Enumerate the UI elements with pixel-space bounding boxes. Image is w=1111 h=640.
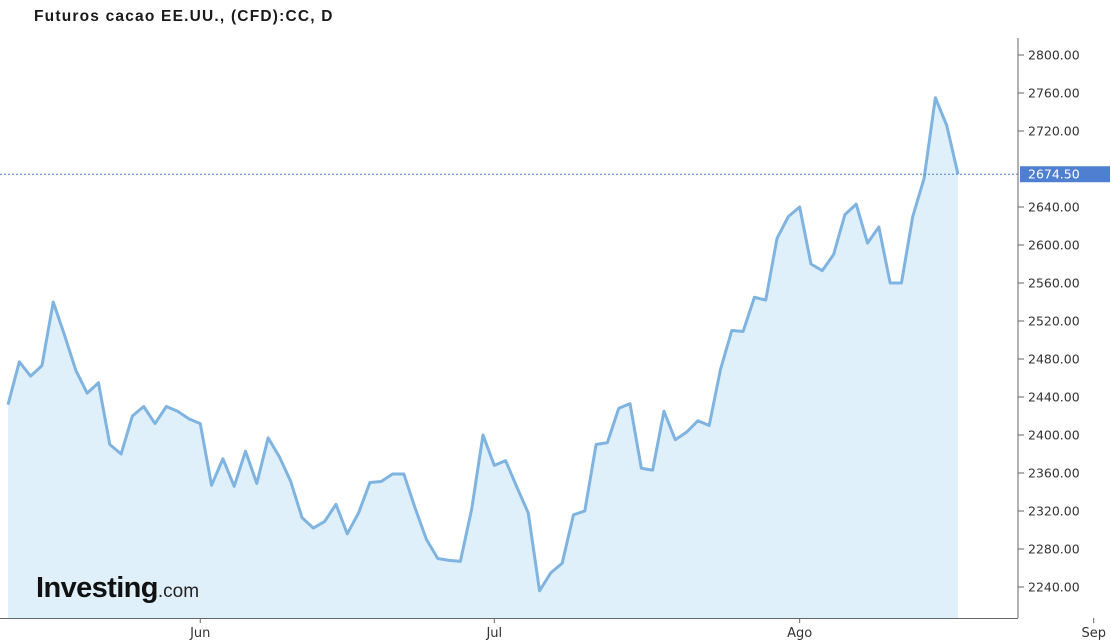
y-tick-label: 2600.00 — [1028, 238, 1080, 253]
chart-title: Futuros cacao EE.UU., (CFD):CC, D — [34, 8, 334, 25]
x-tick-label: Ago — [787, 626, 812, 640]
y-tick-label: 2280.00 — [1028, 542, 1080, 557]
price-area-layer — [8, 97, 958, 618]
y-tick-label: 2240.00 — [1028, 580, 1080, 595]
logo-brand-sub: .com — [157, 581, 200, 602]
last-price-marker: 2674.50 — [0, 166, 1110, 183]
x-tick-label: Sep — [1081, 626, 1106, 640]
y-tick-label: 2320.00 — [1028, 504, 1080, 519]
x-tick-label: Jul — [485, 626, 502, 640]
y-tick-label: 2640.00 — [1028, 200, 1080, 215]
y-tick-label: 2520.00 — [1028, 314, 1080, 329]
y-axis-ticks: 2240.00 2280.00 2320.00 2360.00 2400.00 2440.… — [1018, 48, 1080, 595]
y-tick-label: 2760.00 — [1028, 86, 1080, 101]
y-tick-label: 2560.00 — [1028, 276, 1080, 291]
price-area — [8, 97, 958, 618]
y-tick-label: 2440.00 — [1028, 390, 1080, 405]
y-tick-label: 2720.00 — [1028, 124, 1080, 139]
x-axis-ticks: Jun Jul Ago Sep — [189, 618, 1106, 640]
last-price-badge — [1020, 166, 1110, 183]
y-tick-label: 2400.00 — [1028, 428, 1080, 443]
axis-layer — [0, 38, 1019, 619]
last-price-label: 2674.50 — [1028, 167, 1080, 182]
logo-brand-main: Investing — [36, 572, 159, 604]
price-line-layer — [6, 96, 960, 593]
x-tick-label: Jun — [189, 626, 210, 640]
y-tick-label: 2360.00 — [1028, 466, 1080, 481]
investing-logo: Investing.com — [36, 572, 199, 605]
y-tick-label: 2480.00 — [1028, 352, 1080, 367]
y-tick-label: 2800.00 — [1028, 48, 1080, 63]
price-line — [6, 96, 960, 593]
